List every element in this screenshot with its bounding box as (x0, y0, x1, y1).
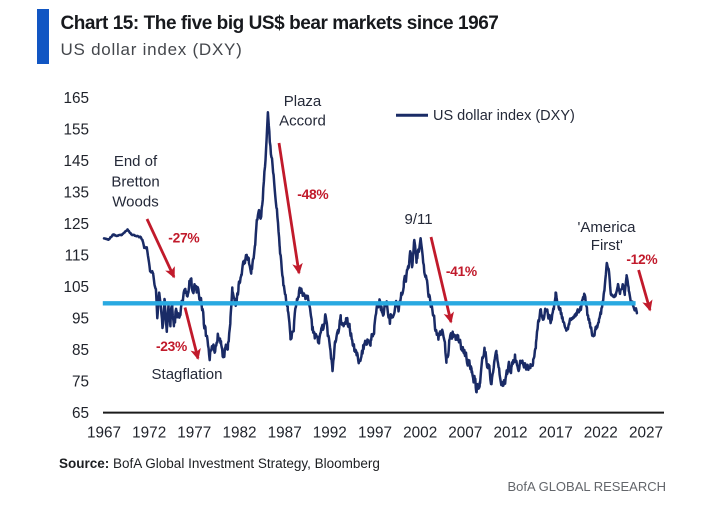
svg-text:Woods: Woods (112, 194, 158, 211)
svg-text:135: 135 (63, 185, 89, 202)
svg-text:155: 155 (63, 122, 89, 139)
svg-text:US dollar index (DXY): US dollar index (DXY) (433, 108, 575, 124)
svg-text:9/11: 9/11 (405, 211, 433, 228)
svg-text:1987: 1987 (268, 425, 302, 442)
svg-text:2007: 2007 (448, 425, 482, 442)
svg-text:75: 75 (72, 374, 89, 391)
svg-text:2012: 2012 (493, 425, 527, 442)
svg-text:-23%: -23% (156, 339, 187, 354)
svg-text:End of: End of (114, 153, 158, 170)
svg-text:-48%: -48% (297, 187, 328, 202)
svg-text:First': First' (591, 237, 623, 254)
svg-text:105: 105 (63, 279, 89, 296)
svg-text:Plaza: Plaza (284, 93, 322, 110)
svg-text:Accord: Accord (279, 113, 326, 130)
svg-text:1977: 1977 (177, 425, 211, 442)
svg-text:2002: 2002 (403, 425, 437, 442)
svg-text:-27%: -27% (168, 231, 199, 246)
svg-text:Bretton: Bretton (111, 173, 159, 190)
svg-text:115: 115 (65, 248, 89, 265)
svg-text:Stagflation: Stagflation (152, 366, 223, 383)
svg-text:125: 125 (63, 216, 89, 233)
svg-text:85: 85 (72, 342, 89, 359)
svg-text:1997: 1997 (358, 425, 392, 442)
svg-text:65: 65 (72, 405, 89, 422)
svg-text:'America: 'America (578, 219, 637, 236)
svg-text:1967: 1967 (87, 425, 121, 442)
svg-text:-12%: -12% (626, 252, 657, 267)
svg-text:165: 165 (63, 90, 89, 107)
svg-text:2022: 2022 (584, 425, 618, 442)
svg-text:1972: 1972 (132, 425, 166, 442)
svg-text:2017: 2017 (539, 425, 573, 442)
svg-text:2027: 2027 (629, 425, 663, 442)
svg-text:1982: 1982 (222, 425, 256, 442)
svg-text:1992: 1992 (313, 425, 347, 442)
svg-text:145: 145 (63, 153, 89, 170)
svg-text:95: 95 (72, 311, 89, 328)
svg-text:-41%: -41% (446, 264, 477, 279)
